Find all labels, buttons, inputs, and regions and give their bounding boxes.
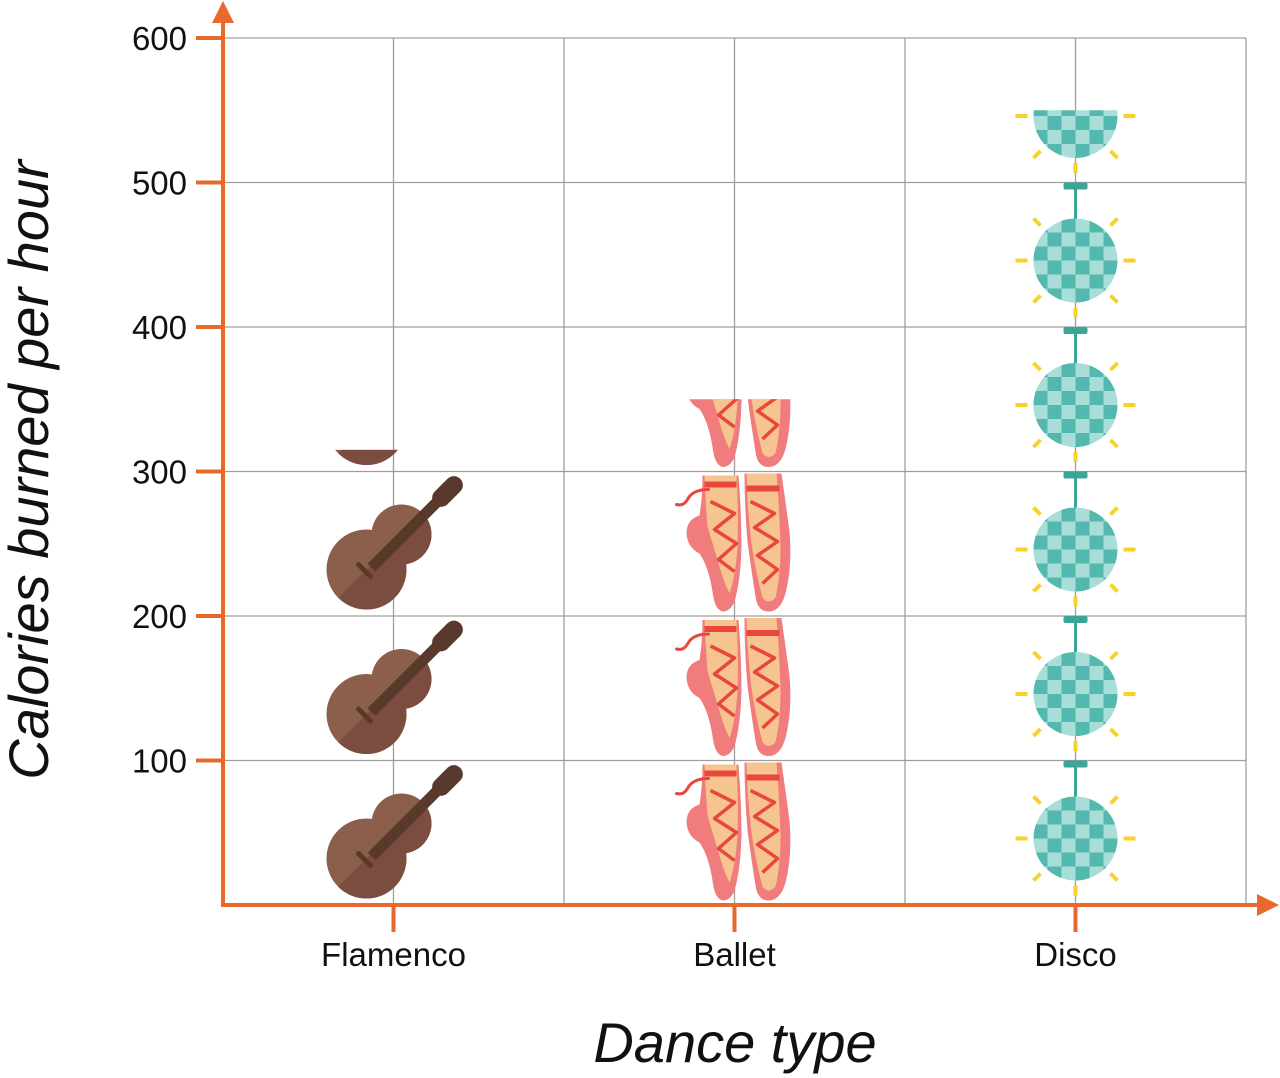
x-axis-title: Dance type — [593, 1011, 876, 1074]
ballet-shoes-icon — [674, 760, 793, 903]
axes — [196, 1, 1279, 932]
bar-ballet — [674, 399, 793, 903]
y-tick-label: 500 — [132, 165, 187, 202]
y-tick-label: 400 — [132, 309, 187, 346]
disco-ball-icon — [1013, 471, 1138, 609]
y-tick-label: 100 — [132, 743, 187, 780]
y-tick-label: 600 — [132, 20, 187, 57]
guitar-icon — [327, 617, 467, 754]
tick-labels: 100 200 300 400 500 600 Flamenco Ballet Disco — [132, 20, 1117, 973]
x-tick-label: Flamenco — [321, 936, 466, 973]
y-tick-label: 300 — [132, 454, 187, 491]
guitar-icon — [327, 328, 467, 465]
ballet-shoes-icon — [674, 471, 793, 614]
disco-ball-icon — [1013, 182, 1138, 320]
y-tick-label: 200 — [132, 598, 187, 635]
disco-ball-icon — [1013, 327, 1138, 464]
bar-flamenco — [327, 328, 467, 899]
ballet-shoes-icon — [674, 399, 793, 469]
icons — [327, 110, 1138, 903]
x-tick-label: Ballet — [693, 936, 776, 973]
disco-ball-icon — [1013, 760, 1138, 898]
x-tick-label: Disco — [1034, 936, 1117, 973]
y-axis-arrowhead — [212, 1, 234, 23]
ballet-shoes-icon — [674, 616, 793, 758]
y-axis-title: Calories burned per hour — [0, 158, 60, 780]
guitar-icon — [327, 761, 467, 898]
guitar-icon — [327, 472, 467, 609]
disco-ball-icon — [1013, 616, 1138, 753]
x-axis-arrowhead — [1257, 894, 1279, 916]
